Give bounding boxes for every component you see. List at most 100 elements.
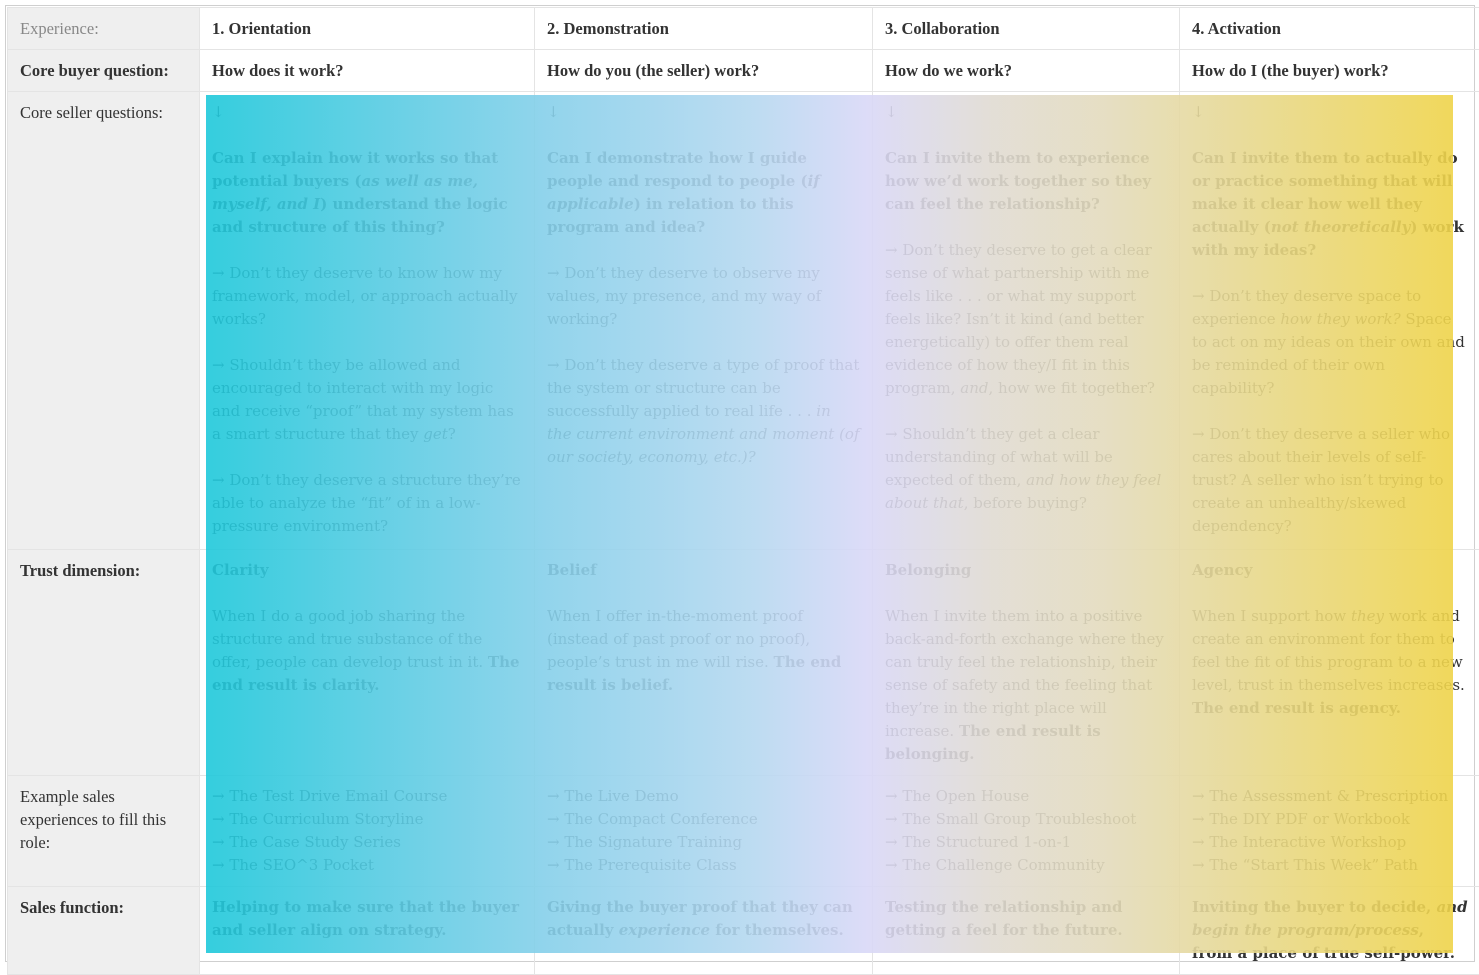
- example-item: → The Prerequisite Class: [547, 854, 860, 877]
- sales-experience-table: Experience: 1. Orientation 2. Demonstrat…: [7, 7, 1479, 975]
- text-segment: they: [1351, 607, 1384, 625]
- text-segment: When I invite them into a positive back-…: [885, 607, 1164, 740]
- sales-function-cell: Inviting the buyer to decide, and begin …: [1180, 887, 1479, 975]
- examples-cell: → The Live Demo→ The Compact Conference→…: [535, 776, 873, 887]
- example-item: → The Compact Conference: [547, 808, 860, 831]
- text-segment: , how we fit together?: [989, 379, 1155, 397]
- label-seller-questions: Core seller questions:: [8, 92, 200, 550]
- trust-title: Agency: [1192, 559, 1468, 582]
- buyer-question: How does it work?: [200, 50, 535, 92]
- examples-cell: → The Test Drive Email Course→ The Curri…: [200, 776, 535, 887]
- text-segment: ?: [448, 425, 456, 443]
- row-sales-function: Sales function: Helping to make sure tha…: [8, 887, 1479, 975]
- text-segment: how they work?: [1280, 310, 1400, 328]
- text-segment: and: [960, 379, 988, 397]
- text-segment: The end result is agency.: [1192, 699, 1401, 717]
- seller-questions-cell: ↓ Can I invite them to experience how we’…: [873, 92, 1180, 550]
- trust-cell: Clarity When I do a good job sharing the …: [200, 550, 535, 776]
- trust-title: Belonging: [885, 559, 1167, 582]
- trust-title: Clarity: [212, 559, 522, 582]
- trust-text: When I offer in-the-moment proof (instea…: [547, 605, 860, 697]
- buyer-question: How do we work?: [873, 50, 1180, 92]
- sales-function-text: Inviting the buyer to decide, and begin …: [1192, 896, 1468, 965]
- example-item: → The Interactive Workshop: [1192, 831, 1468, 854]
- example-item: → The Live Demo: [547, 785, 860, 808]
- trust-cell: Agency When I support how they work and c…: [1180, 550, 1479, 776]
- text-segment: Testing the relationship and getting a f…: [885, 898, 1123, 939]
- trust-cell: Belonging When I invite them into a posit…: [873, 550, 1180, 776]
- text-segment: Inviting the buyer to decide,: [1192, 898, 1436, 916]
- buyer-question: How do you (the seller) work?: [535, 50, 873, 92]
- example-item: → The Assessment & Prescription: [1192, 785, 1468, 808]
- row-examples: Example sales experiences to fill this r…: [8, 776, 1479, 887]
- down-arrow-icon: ↓: [885, 101, 1167, 124]
- trust-text: When I support how they work and create …: [1192, 605, 1468, 720]
- trust-title: Belief: [547, 559, 860, 582]
- trust-cell: Belief When I offer in-the-moment proof (…: [535, 550, 873, 776]
- experience-orientation: 1. Orientation: [200, 8, 535, 50]
- text-segment: → Don’t they deserve to get a clear sens…: [885, 241, 1152, 397]
- examples-cell: → The Assessment & Prescription→ The DIY…: [1180, 776, 1479, 887]
- sales-function-cell: Giving the buyer proof that they can act…: [535, 887, 873, 975]
- text-segment: → Don’t they deserve a seller who cares …: [1192, 425, 1450, 535]
- seller-question: → Shouldn’t they be allowed and encourag…: [212, 354, 522, 446]
- text-segment: experience: [619, 921, 710, 939]
- seller-questions-cell: ↓Can I demonstrate how I guide people an…: [535, 92, 873, 550]
- seller-question: → Don’t they deserve a seller who cares …: [1192, 423, 1468, 538]
- row-trust-dimension: Trust dimension: Clarity When I do a good…: [8, 550, 1479, 776]
- example-item: → The Small Group Troubleshoot: [885, 808, 1167, 831]
- seller-question: Can I explain how it works so that poten…: [212, 147, 522, 239]
- example-item: → The Structured 1-on-1: [885, 831, 1167, 854]
- seller-question: → Don’t they deserve a type of proof tha…: [547, 354, 860, 469]
- sales-function-text: Testing the relationship and getting a f…: [885, 896, 1167, 942]
- example-item: → The Curriculum Storyline: [212, 808, 522, 831]
- example-item: → The DIY PDF or Workbook: [1192, 808, 1468, 831]
- example-item: → The Case Study Series: [212, 831, 522, 854]
- label-examples: Example sales experiences to fill this r…: [8, 776, 200, 887]
- example-item: → The “Start This Week” Path: [1192, 854, 1468, 877]
- text-segment: When I offer in-the-moment proof (instea…: [547, 607, 810, 671]
- buyer-question: How do I (the buyer) work?: [1180, 50, 1479, 92]
- text-segment: get: [423, 425, 448, 443]
- text-segment: , before buying?: [964, 494, 1087, 512]
- sales-function-cell: Testing the relationship and getting a f…: [873, 887, 1180, 975]
- text-segment: → Don’t they deserve to know how my fram…: [212, 264, 518, 328]
- seller-questions-cell: ↓ Can I invite them to actually do or pra…: [1180, 92, 1479, 550]
- seller-question: → Don’t they deserve to get a clear sens…: [885, 239, 1167, 400]
- row-experience: Experience: 1. Orientation 2. Demonstrat…: [8, 8, 1479, 50]
- example-item: → The SEO^3 Pocket: [212, 854, 522, 877]
- text-segment: → Don’t they deserve a type of proof tha…: [547, 356, 859, 420]
- trust-text: When I invite them into a positive back-…: [885, 605, 1167, 766]
- sales-function-cell: Helping to make sure that the buyer and …: [200, 887, 535, 975]
- text-segment: for themselves.: [710, 921, 844, 939]
- text-segment: → Don’t they deserve a structure they’re…: [212, 471, 521, 535]
- label-experience: Experience:: [8, 8, 200, 50]
- text-segment: Helping to make sure that the buyer and …: [212, 898, 519, 939]
- text-segment: not theoretically: [1271, 218, 1410, 236]
- down-arrow-icon: ↓: [212, 101, 522, 124]
- row-seller-questions: Core seller questions: ↓ Can I explain ho…: [8, 92, 1479, 550]
- examples-cell: → The Open House→ The Small Group Troubl…: [873, 776, 1180, 887]
- sales-function-text: Helping to make sure that the buyer and …: [212, 896, 522, 942]
- seller-question: Can I demonstrate how I guide people and…: [547, 147, 860, 239]
- seller-question: → Shouldn’t they get a clear understandi…: [885, 423, 1167, 515]
- text-segment: → Shouldn’t they be allowed and encourag…: [212, 356, 514, 443]
- trust-text: When I do a good job sharing the structu…: [212, 605, 522, 697]
- example-item: → The Test Drive Email Course: [212, 785, 522, 808]
- text-segment: Can I invite them to experience how we’d…: [885, 149, 1151, 213]
- example-item: → The Signature Training: [547, 831, 860, 854]
- example-item: → The Challenge Community: [885, 854, 1167, 877]
- experience-demonstration: 2. Demonstration: [535, 8, 873, 50]
- text-segment: When I do a good job sharing the structu…: [212, 607, 488, 671]
- seller-question: → Don’t they deserve a structure they’re…: [212, 469, 522, 538]
- sales-function-text: Giving the buyer proof that they can act…: [547, 896, 860, 942]
- seller-question: Can I invite them to actually do or prac…: [1192, 147, 1468, 262]
- text-segment: → Don’t they deserve to observe my value…: [547, 264, 821, 328]
- down-arrow-icon: ↓: [1192, 101, 1468, 124]
- label-trust-dimension: Trust dimension:: [8, 550, 200, 776]
- text-segment: Can I demonstrate how I guide people and…: [547, 149, 808, 190]
- seller-question: → Don’t they deserve to know how my fram…: [212, 262, 522, 331]
- experience-collaboration: 3. Collaboration: [873, 8, 1180, 50]
- text-segment: When I support how: [1192, 607, 1351, 625]
- label-sales-function: Sales function:: [8, 887, 200, 975]
